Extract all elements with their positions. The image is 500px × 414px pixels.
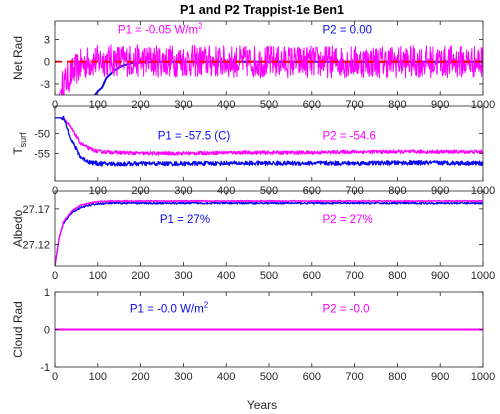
series-p2-line	[55, 117, 483, 156]
x-tick-label: 200	[131, 270, 149, 282]
y-tick-label: 3	[44, 35, 50, 47]
y-tick-label: 27.17	[22, 204, 50, 216]
y-axis-label: Albedo	[11, 209, 25, 247]
x-tick-label: 1000	[471, 371, 495, 383]
x-tick-label: 200	[131, 99, 149, 111]
annotation-p2: P2 = 27%	[323, 214, 373, 226]
x-tick-label: 600	[303, 270, 321, 282]
x-tick-label: 400	[217, 270, 235, 282]
x-tick-label: 900	[431, 371, 449, 383]
x-tick-label: 800	[388, 371, 406, 383]
y-tick-label: -50	[34, 129, 50, 141]
plot-area	[55, 199, 483, 266]
x-tick-label: 600	[303, 371, 321, 383]
x-tick-label: 700	[345, 371, 363, 383]
x-axis-label: Years	[247, 398, 277, 412]
y-tick-label: -1	[40, 362, 50, 374]
x-tick-label: 900	[431, 270, 449, 282]
x-tick-label: 900	[431, 99, 449, 111]
x-tick-label: 500	[260, 270, 278, 282]
x-tick-label: 100	[89, 99, 107, 111]
y-tick-label: -3	[40, 79, 50, 91]
annotation-p1: P1 = 27%	[160, 214, 210, 226]
x-tick-label: 0	[52, 270, 58, 282]
annotation-p1: P1 = -0.0 W/m2	[130, 301, 209, 316]
y-axis-label: Cloud Rad	[11, 301, 25, 358]
x-tick-label: 700	[345, 270, 363, 282]
annotation-p2: P2 = -54.6	[323, 131, 376, 143]
y-tick-label: 0	[44, 325, 50, 337]
series-p2-line	[55, 199, 483, 266]
panel-2: -55-5001002003004005006007008009001000Ts…	[11, 105, 495, 197]
series-p1-line	[55, 201, 483, 266]
y-axis-label: Net Rad	[11, 36, 25, 80]
x-tick-label: 800	[388, 270, 406, 282]
axes-box	[54, 105, 484, 182]
x-tick-label: 300	[174, 270, 192, 282]
x-tick-label: 100	[89, 270, 107, 282]
series-p1-line	[55, 115, 483, 167]
x-tick-label: 0	[52, 371, 58, 383]
x-tick-label: 500	[260, 371, 278, 383]
x-tick-label: 1000	[471, 270, 495, 282]
y-tick-label: 1	[44, 287, 50, 299]
x-tick-label: 800	[388, 99, 406, 111]
x-tick-label: 500	[260, 99, 278, 111]
x-tick-label: 1000	[471, 99, 495, 111]
x-tick-label: 100	[89, 371, 107, 383]
annotation-p1: P2 = 0.00	[323, 25, 373, 37]
plot-area	[55, 44, 483, 95]
x-tick-label: 400	[217, 99, 235, 111]
y-tick-label: 0	[44, 57, 50, 69]
annotation-p1: P1 = -57.5 (C)	[158, 131, 231, 143]
y-tick-label: 27.12	[22, 240, 50, 252]
x-tick-label: 700	[345, 99, 363, 111]
y-tick-label: -55	[34, 148, 50, 160]
x-tick-label: 400	[217, 371, 235, 383]
x-tick-label: 300	[174, 99, 192, 111]
y-axis-label: Tsurf	[11, 132, 28, 155]
x-tick-label: 300	[174, 371, 192, 383]
plot-area	[55, 115, 483, 167]
x-tick-label: 0	[52, 99, 58, 111]
series-p2-line	[58, 44, 483, 95]
figure-title: P1 and P2 Trappist-1e Ben1	[180, 3, 344, 17]
annotation-p2: P1 = -0.05 W/m2	[118, 22, 203, 37]
x-tick-label: 600	[303, 99, 321, 111]
x-tick-label: 200	[131, 371, 149, 383]
annotation-p2: P2 = -0.0	[323, 304, 370, 316]
panel-3: 27.12 27.17 0 100 200 300 400 500 600 700 800 900 10…	[11, 190, 495, 282]
